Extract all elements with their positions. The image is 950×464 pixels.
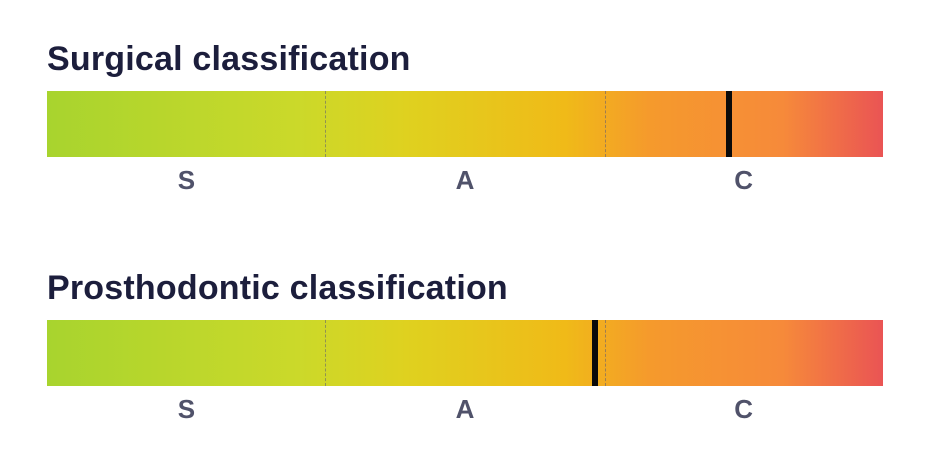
zone-divider (604, 320, 606, 386)
zone-label-s: S (177, 165, 196, 195)
surgical-classification-marker (726, 91, 733, 157)
zone-label-s: S (177, 394, 196, 424)
surgical-classification-title: Surgical classification (47, 40, 411, 78)
surgical-zone-labels: S A C (47, 157, 883, 197)
zone-divider (325, 91, 327, 157)
prosthodontic-classification-marker (592, 320, 599, 386)
surgical-classification-bar (47, 91, 883, 157)
prosthodontic-zone-labels: S A C (47, 386, 883, 426)
zone-label-a: A (455, 165, 475, 195)
prosthodontic-classification-bar (47, 320, 883, 386)
zone-divider (325, 320, 327, 386)
zone-label-a: A (455, 394, 475, 424)
prosthodontic-classification-section: Prosthodontic classification S A C (47, 265, 883, 426)
zone-label-c: C (734, 394, 754, 424)
surgical-classification-section: Surgical classification S A C (47, 36, 883, 197)
prosthodontic-classification-title: Prosthodontic classification (47, 269, 508, 307)
zone-divider (604, 91, 606, 157)
zone-label-c: C (734, 165, 754, 195)
